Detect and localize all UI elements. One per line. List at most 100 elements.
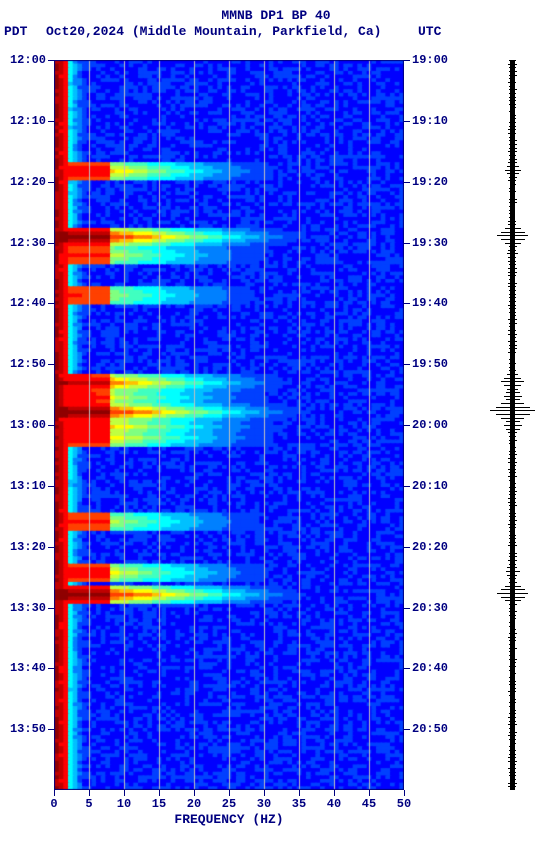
waveform-sample <box>508 64 517 65</box>
waveform-sample <box>509 516 516 517</box>
waveform-sample <box>509 677 515 678</box>
waveform-sample <box>508 162 517 163</box>
waveform-sample <box>507 374 518 375</box>
waveform-sample <box>509 264 516 265</box>
x-tick <box>229 790 230 796</box>
waveform-sample <box>508 786 516 787</box>
title-line1: MMNB DP1 BP 40 <box>0 8 552 23</box>
waveform-sample <box>509 535 516 536</box>
x-tick-label: 35 <box>292 797 306 811</box>
x-tick-label: 20 <box>187 797 201 811</box>
waveform-sample <box>508 462 517 463</box>
y-left-tick <box>48 486 54 487</box>
x-tick-label: 5 <box>85 797 92 811</box>
title-line2: Oct20,2024 (Middle Mountain, Parkfield, … <box>46 24 381 39</box>
waveform-sample <box>509 640 516 641</box>
x-tick <box>54 790 55 796</box>
waveform-sample <box>501 403 524 404</box>
waveform-sample <box>510 465 516 466</box>
waveform-sample <box>505 170 521 171</box>
waveform-sample <box>509 301 516 302</box>
waveform-sample <box>509 348 517 349</box>
waveform-sample <box>501 597 525 598</box>
y-right-label: 20:00 <box>412 418 448 432</box>
y-left-tick <box>48 364 54 365</box>
waveform-sample <box>497 593 528 594</box>
y-right-label: 20:40 <box>412 661 448 675</box>
waveform-sample <box>509 527 516 528</box>
waveform-sample <box>508 498 516 499</box>
y-right-label: 19:10 <box>412 114 448 128</box>
waveform-sample <box>509 721 516 722</box>
waveform-sample <box>509 695 515 696</box>
x-tick <box>404 790 405 796</box>
waveform-sample <box>508 319 517 320</box>
waveform-sample <box>509 648 517 649</box>
x-tick-label: 30 <box>257 797 271 811</box>
y-left-label: 12:10 <box>0 114 46 128</box>
waveform-sample <box>509 210 515 211</box>
waveform-sample <box>509 739 516 740</box>
waveform-sample <box>508 268 517 269</box>
waveform-sample <box>509 513 516 514</box>
waveform-panel <box>490 60 535 790</box>
y-right-label: 19:30 <box>412 236 448 250</box>
waveform-sample <box>510 118 516 119</box>
y-right-label: 19:50 <box>412 357 448 371</box>
waveform-sample <box>509 148 517 149</box>
x-tick <box>124 790 125 796</box>
y-left-label: 13:40 <box>0 661 46 675</box>
x-tick-label: 40 <box>327 797 341 811</box>
y-left-label: 13:30 <box>0 601 46 615</box>
x-axis-title: FREQUENCY (HZ) <box>54 812 404 827</box>
waveform-sample <box>508 330 516 331</box>
waveform-sample <box>508 275 516 276</box>
waveform-sample <box>505 243 521 244</box>
waveform-sample <box>509 323 517 324</box>
waveform-sample <box>508 305 516 306</box>
waveform-sample <box>508 761 517 762</box>
waveform-sample <box>508 717 516 718</box>
waveform-sample <box>509 706 515 707</box>
waveform-sample <box>508 224 516 225</box>
waveform-sample <box>509 520 517 521</box>
waveform-sample <box>509 177 517 178</box>
waveform-sample <box>506 421 520 422</box>
waveform-sample <box>510 629 516 630</box>
waveform-sample <box>509 553 517 554</box>
waveform-sample <box>509 370 516 371</box>
y-left-tick <box>48 425 54 426</box>
waveform-sample <box>508 221 516 222</box>
waveform-sample <box>508 261 516 262</box>
waveform-sample <box>510 315 516 316</box>
waveform-sample <box>509 666 516 667</box>
waveform-sample <box>509 732 517 733</box>
waveform-sample <box>510 710 516 711</box>
waveform-sample <box>509 97 516 98</box>
waveform-sample <box>508 524 516 525</box>
y-right-tick <box>404 182 410 183</box>
x-tick-label: 10 <box>117 797 131 811</box>
y-right-label: 19:20 <box>412 175 448 189</box>
waveform-sample <box>508 768 516 769</box>
y-right-label: 20:30 <box>412 601 448 615</box>
waveform-sample <box>509 655 515 656</box>
y-left-label: 13:10 <box>0 479 46 493</box>
y-left-label: 12:30 <box>0 236 46 250</box>
x-tick <box>264 790 265 796</box>
waveform-sample <box>509 684 516 685</box>
waveform-sample <box>504 385 521 386</box>
waveform-sample <box>510 549 515 550</box>
waveform-sample <box>508 286 516 287</box>
waveform-sample <box>509 191 516 192</box>
y-left-tick <box>48 608 54 609</box>
waveform-sample <box>509 86 515 87</box>
waveform-sample <box>508 691 516 692</box>
waveform-sample <box>507 389 518 390</box>
waveform-sample <box>509 312 516 313</box>
waveform-sample <box>509 651 515 652</box>
x-tick <box>334 790 335 796</box>
waveform-sample <box>509 290 516 291</box>
y-right-tick <box>404 243 410 244</box>
y-left-tick <box>48 121 54 122</box>
